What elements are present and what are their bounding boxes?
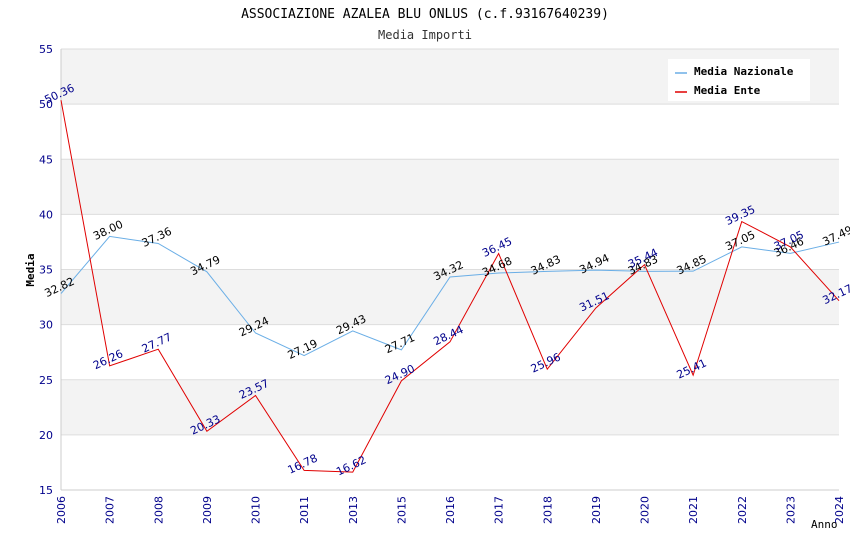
x-tick-label: 2011 (298, 496, 311, 524)
series-line-media-nazionale (60, 235, 840, 357)
y-tick-label: 55 (39, 43, 53, 56)
x-tick-label: 2020 (639, 496, 652, 524)
x-tick-label: 2013 (347, 496, 360, 524)
x-tick-label: 2006 (55, 496, 68, 524)
legend-box (668, 59, 810, 101)
grid-lines (60, 48, 839, 491)
y-tick-label: 20 (39, 429, 53, 442)
x-tick-label: 2019 (590, 496, 603, 524)
y-tick-label: 30 (39, 319, 53, 332)
y-axis-ticks: 15 20 25 30 35 40 45 50 55 (39, 43, 53, 497)
plot-band (61, 104, 839, 160)
y-tick-label: 25 (39, 374, 53, 387)
y-axis-label: Media (24, 253, 37, 286)
x-tick-label: 2021 (687, 496, 700, 524)
x-tick-label: 2017 (493, 496, 506, 524)
plot-band (61, 434, 839, 490)
y-tick-label: 45 (39, 153, 53, 166)
x-tick-label: 2010 (250, 496, 263, 524)
x-tick-label: 2016 (444, 496, 457, 524)
legend: Media Nazionale Media Ente (668, 59, 810, 101)
x-tick-label: 2024 (833, 496, 846, 524)
chart-subtitle: Media Importi (378, 28, 472, 42)
series-lines (60, 100, 840, 473)
x-axis-ticks: 2006 2007 2008 2009 2010 2011 2013 2015 2016 2017… (55, 496, 846, 524)
y-tick-label: 35 (39, 264, 53, 277)
plot-band (61, 324, 839, 380)
y-tick-label: 15 (39, 484, 53, 497)
x-tick-label: 2018 (541, 496, 554, 524)
chart-title: ASSOCIAZIONE AZALEA BLU ONLUS (c.f.93167… (241, 7, 609, 22)
x-tick-label: 2023 (784, 496, 797, 524)
x-tick-label: 2009 (201, 496, 214, 524)
plot-band (61, 379, 839, 435)
y-tick-label: 50 (39, 98, 53, 111)
plot-band (61, 214, 839, 270)
x-tick-label: 2008 (152, 496, 165, 524)
x-tick-label: 2022 (736, 496, 749, 524)
series-line-media-ente (60, 100, 840, 473)
legend-label-media-nazionale: Media Nazionale (694, 65, 794, 78)
x-axis-label: Anno (811, 518, 838, 531)
plot-band (61, 269, 839, 325)
plot-bands (61, 49, 839, 490)
y-tick-label: 40 (39, 208, 53, 221)
x-tick-label: 2007 (104, 496, 117, 524)
plot-band (61, 159, 839, 215)
legend-label-media-ente: Media Ente (694, 84, 761, 97)
x-tick-label: 2015 (395, 496, 408, 524)
